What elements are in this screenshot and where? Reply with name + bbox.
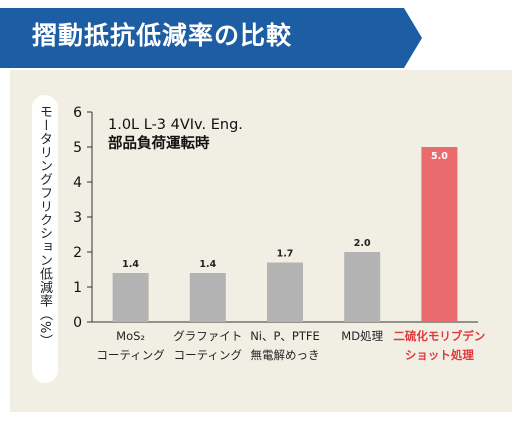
bar-value-label: 1.4: [199, 259, 216, 270]
bar: [344, 252, 381, 322]
y-tick-label: 3: [73, 210, 82, 226]
banner-shape: [0, 8, 422, 68]
y-tick-label: 5: [73, 140, 82, 156]
category-label: MoS₂: [116, 329, 145, 343]
y-tick-label: 2: [73, 245, 82, 261]
title-banner: 摺動抵抗低減率の比較: [0, 0, 522, 72]
page-title: 摺動抵抗低減率の比較: [32, 21, 293, 50]
category-label: グラファイト: [173, 329, 242, 343]
category-label: 無電解めっき: [251, 348, 320, 362]
bar-value-label: 5.0: [431, 151, 448, 162]
bar: [421, 147, 458, 322]
category-label: ショット処理: [405, 348, 474, 362]
category-label: コーティング: [174, 348, 243, 362]
y-axis-label: モータリングフリクション低減率（%）: [37, 105, 52, 348]
y-tick-label: 6: [73, 105, 82, 121]
chart-annotation: 1.0L L-3 4VIv. Eng. 部品負荷運転時: [108, 116, 243, 154]
category-label: MD処理: [341, 329, 383, 343]
bar: [189, 273, 226, 322]
category-label: コーティング: [96, 348, 165, 362]
category-label: 二硫化モリブデン: [393, 329, 485, 343]
bar-value-label: 1.4: [122, 259, 139, 270]
y-tick-label: 1: [73, 280, 82, 296]
bar-value-label: 1.7: [277, 249, 294, 260]
bar: [112, 273, 149, 322]
annotation-engine: 1.0L L-3 4VIv. Eng.: [108, 117, 243, 133]
bar-value-label: 2.0: [354, 238, 371, 249]
annotation-condition: 部品負荷運転時: [108, 136, 210, 152]
category-label: Ni、P、PTFE: [250, 329, 320, 343]
bar: [267, 262, 303, 322]
y-tick-label: 0: [73, 315, 82, 331]
y-tick-label: 4: [73, 175, 82, 191]
y-axis-label-box: [32, 95, 58, 383]
